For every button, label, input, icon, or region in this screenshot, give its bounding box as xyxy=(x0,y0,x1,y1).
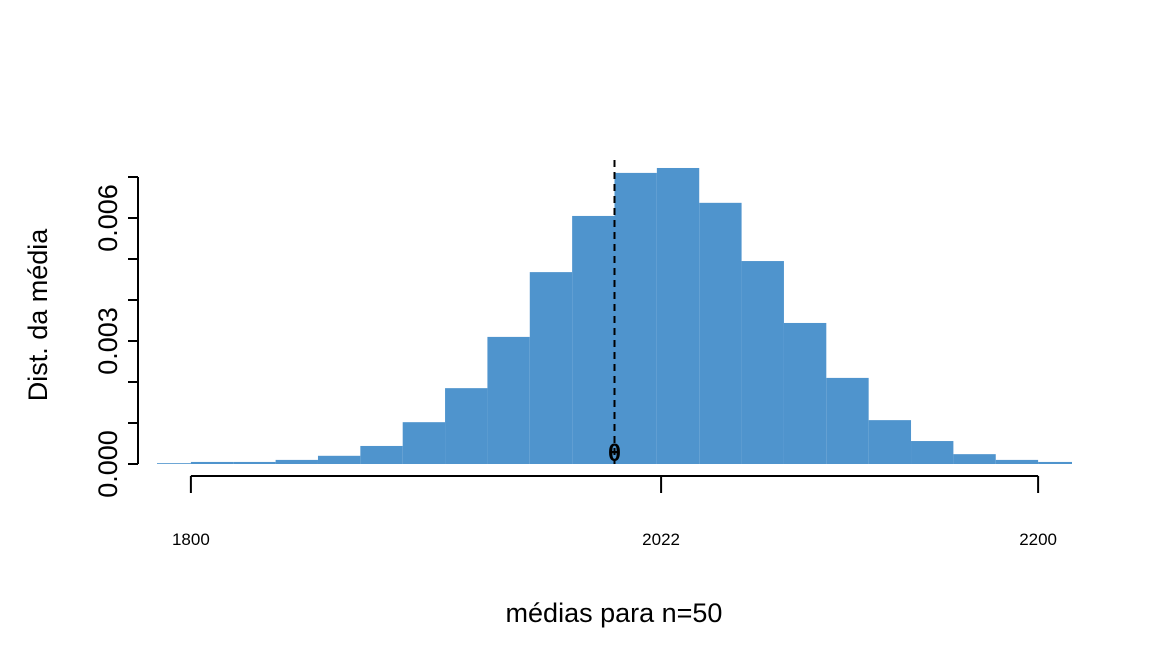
bar xyxy=(995,459,1039,464)
y-tick-label: 0.006 xyxy=(93,184,123,252)
bar xyxy=(529,272,573,464)
bar xyxy=(1038,461,1072,464)
bar xyxy=(157,463,191,464)
bar xyxy=(233,461,276,464)
annotation: θ xyxy=(608,440,621,467)
bar xyxy=(275,459,318,464)
bar xyxy=(190,461,234,464)
plot-area xyxy=(157,167,1072,465)
x-axis-label: médias para n=50 xyxy=(506,598,723,628)
bar xyxy=(656,167,700,465)
x-tick-label: 2200 xyxy=(1019,530,1057,549)
bar xyxy=(445,388,488,464)
x-tick-label: 1800 xyxy=(172,530,210,549)
bar xyxy=(911,441,954,464)
bar xyxy=(741,261,784,464)
bar xyxy=(317,455,361,464)
y-tick-label: 0.003 xyxy=(93,307,123,375)
bar xyxy=(360,445,403,464)
bar xyxy=(614,172,657,464)
y-tick-label: 0.000 xyxy=(93,430,123,498)
bar xyxy=(699,202,742,464)
bar xyxy=(487,336,530,464)
y-axis-label: Dist. da média xyxy=(23,228,53,402)
bar xyxy=(402,422,446,464)
bar xyxy=(953,454,996,464)
bar xyxy=(572,215,615,464)
bar xyxy=(826,377,869,464)
bar xyxy=(868,420,912,464)
x-tick-label: 2022 xyxy=(642,530,680,549)
bar xyxy=(783,322,827,464)
